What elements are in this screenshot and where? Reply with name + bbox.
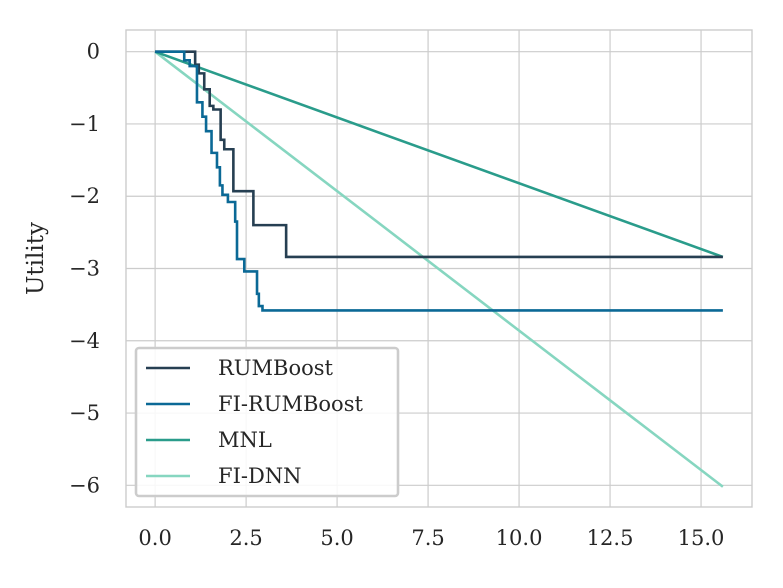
series-line-fi-dnn — [154, 50, 724, 488]
x-tick-label: 5.0 — [320, 526, 353, 550]
legend-label: RUMBoost — [218, 356, 334, 380]
x-tick-label: 10.0 — [496, 526, 543, 550]
series-line-rumboost — [155, 50, 723, 259]
y-tick-label: −4 — [69, 329, 100, 353]
legend-label: FI-RUMBoost — [218, 392, 363, 416]
x-tick-label: 2.5 — [229, 526, 262, 550]
y-tick-label: −3 — [69, 257, 100, 281]
y-tick-label: 0 — [87, 40, 100, 64]
x-tick-label: 12.5 — [587, 526, 634, 550]
plot-frame — [125, 29, 753, 508]
y-tick-label: −1 — [69, 112, 100, 136]
y-tick-label: −2 — [69, 184, 100, 208]
series-line-mnl — [154, 50, 724, 259]
grid — [126, 30, 752, 507]
legend: RUMBoost FI-RUMBoost MNL FI-DNN — [134, 346, 400, 498]
y-tick-label: −5 — [69, 401, 100, 425]
y-tick-label: −6 — [69, 473, 100, 497]
y-tick-labels: 0 −1 −2 −3 −4 −5 −6 — [69, 40, 100, 498]
series-line-fi-rumboost — [155, 50, 723, 312]
legend-label: MNL — [218, 428, 272, 452]
x-tick-label: 7.5 — [411, 526, 444, 550]
x-tick-label: 15.0 — [678, 526, 725, 550]
legend-box — [134, 346, 400, 498]
series-layer — [154, 50, 724, 488]
x-tick-labels: 0.0 2.5 5.0 7.5 10.0 12.5 15.0 — [138, 526, 724, 550]
legend-label: FI-DNN — [218, 464, 302, 488]
x-tick-label: 0.0 — [138, 526, 171, 550]
y-axis-title: Utility — [23, 222, 49, 295]
